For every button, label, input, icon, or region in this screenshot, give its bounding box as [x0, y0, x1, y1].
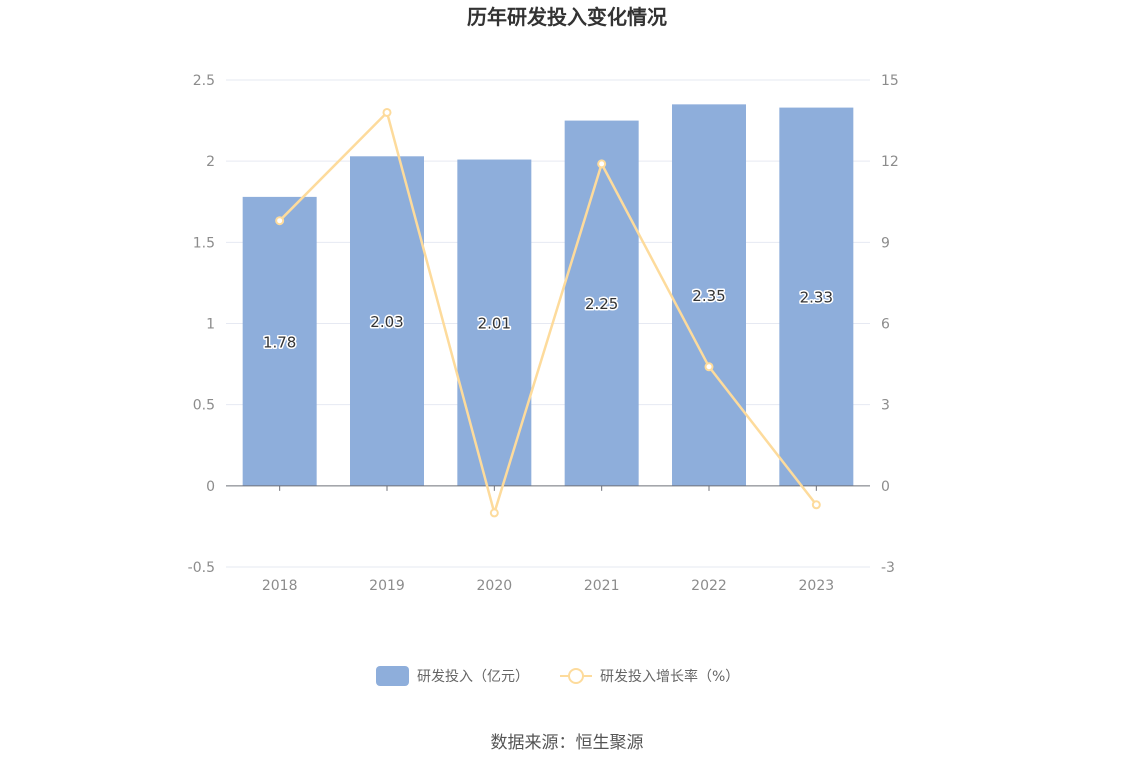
- left-tick-label: 0.5: [193, 398, 215, 414]
- bar-value-label: 2.25: [585, 295, 618, 313]
- legend-swatch-bar: [376, 666, 409, 686]
- bar-value-label: 2.03: [370, 313, 403, 331]
- bar-2018: [242, 196, 317, 486]
- left-tick-label: 0: [206, 479, 215, 495]
- left-tick-label: 2: [206, 154, 215, 170]
- right-tick-label: 12: [881, 154, 899, 170]
- legend-swatch-marker: [568, 668, 584, 684]
- legend-label-line: 研发投入增长率（%）: [600, 668, 739, 685]
- left-tick-label: 2.5: [193, 73, 215, 89]
- x-tick-label: 2019: [369, 578, 405, 594]
- x-tick-label: 2020: [477, 578, 513, 594]
- x-axis: 2018 2019 2020 2021 2022 2023: [226, 485, 870, 594]
- right-tick-label: 9: [881, 235, 890, 251]
- legend: 研发投入（亿元） 研发投入增长率（%）: [376, 666, 739, 686]
- right-axis: -3 0 3 6 9 12 15: [881, 73, 899, 576]
- left-tick-label: 1.5: [193, 235, 215, 251]
- line-series: [275, 107, 821, 518]
- bar-2022: [672, 104, 746, 486]
- left-axis: -0.5 0 0.5 1 1.5 2 2.5: [188, 73, 215, 576]
- bar-2021: [564, 120, 639, 486]
- left-tick-label: 1: [206, 317, 215, 333]
- grid: [226, 79, 870, 568]
- growth-point-2018: [275, 216, 285, 226]
- x-tick-label: 2018: [262, 578, 298, 594]
- bar-labels: 1.78 2.03 2.01 2.25 2.35 2.33: [261, 286, 834, 353]
- right-tick-label: 0: [881, 479, 890, 495]
- bar-value-label: 1.78: [263, 333, 296, 351]
- bar-2019: [350, 156, 424, 486]
- x-tick-label: 2021: [584, 578, 620, 594]
- growth-point-2021: [597, 159, 607, 169]
- bar-2023: [779, 107, 854, 486]
- right-tick-label: 3: [881, 398, 890, 414]
- growth-point-2020: [489, 508, 499, 518]
- bar-value-label: 2.01: [478, 315, 511, 333]
- growth-point-2023: [811, 500, 821, 510]
- bar-value-label: 2.33: [800, 289, 833, 307]
- bar-value-label: 2.35: [692, 287, 725, 305]
- chart-title: 历年研发投入变化情况: [467, 5, 667, 29]
- x-tick-label: 2022: [691, 578, 727, 594]
- legend-label-bar: 研发投入（亿元）: [417, 669, 529, 685]
- left-tick-label: -0.5: [188, 560, 215, 576]
- growth-line: [278, 111, 818, 515]
- growth-point-2019: [382, 107, 392, 117]
- growth-point-2022: [704, 362, 714, 372]
- right-tick-label: 15: [881, 73, 899, 89]
- legend-item-bar[interactable]: 研发投入（亿元）: [376, 666, 529, 686]
- right-tick-label: -3: [881, 560, 895, 576]
- x-tick-label: 2023: [799, 578, 835, 594]
- bar-series: [242, 104, 854, 486]
- legend-item-line[interactable]: 研发投入增长率（%）: [560, 668, 739, 685]
- right-tick-label: 6: [881, 317, 890, 333]
- source-text: 数据来源：恒生聚源: [491, 733, 644, 753]
